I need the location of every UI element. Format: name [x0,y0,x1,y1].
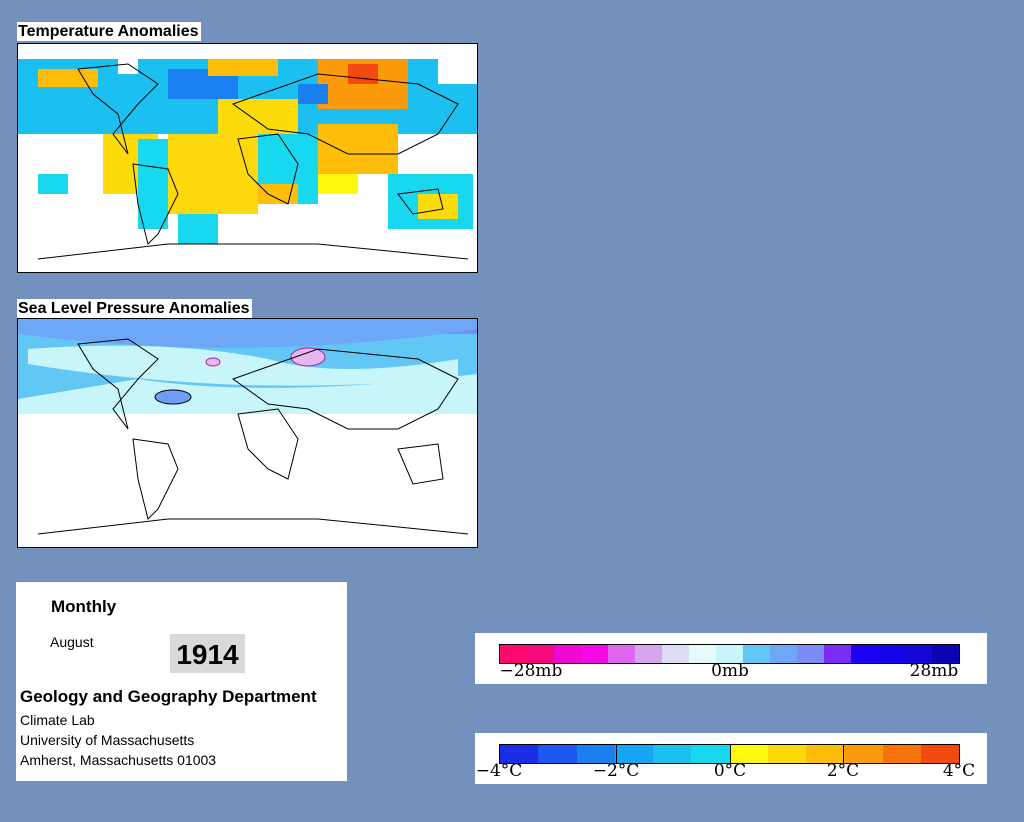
temperature-color-swatch [767,745,806,763]
temperature-tick [730,744,731,764]
pressure-color-swatch [932,645,959,663]
pressure-color-swatch [905,645,932,663]
temperature-legend-label: −4°C [475,761,523,781]
university-name: University of Massachusetts [20,732,195,748]
pressure-color-swatch [797,645,824,663]
lab-name: Climate Lab [20,712,95,728]
temperature-color-bar [499,744,960,764]
period-label: Monthly [51,597,117,616]
temperature-color-swatch [806,745,845,763]
info-panel: Monthly August 1914 Geology and Geograph… [16,582,347,781]
temperature-color-swatch [576,745,615,763]
pressure-map-graphic [18,319,477,547]
temperature-color-swatch [691,745,730,763]
pressure-color-swatch [824,645,851,663]
pressure-color-bar [499,644,960,664]
coastlines [37,63,469,260]
temperature-color-swatch [500,745,539,763]
temperature-map-graphic [18,44,477,272]
temperature-color-swatch [920,745,959,763]
pressure-color-swatch [662,645,689,663]
pressure-color-swatch [635,645,662,663]
pressure-anomaly-contours [18,319,477,547]
temperature-legend-label: 4°C [942,761,976,781]
pressure-color-swatch [770,645,797,663]
temperature-tick [959,744,960,764]
temperature-legend-label: −2°C [592,761,640,781]
temperature-legend: −4°C −2°C 0°C 2°C 4°C [475,733,987,784]
temperature-tick [843,744,844,764]
pressure-color-swatch [689,645,716,663]
pressure-color-swatch [581,645,608,663]
temperature-map-title: Temperature Anomalies [17,22,201,41]
temperature-color-swatch [614,745,653,763]
pressure-legend-max: 28mb [909,661,959,681]
temperature-anomaly-map [17,43,478,273]
temperature-tick [499,744,500,764]
temperature-legend-label: 0°C [713,761,747,781]
pressure-color-swatch [851,645,878,663]
temperature-color-swatch [844,745,883,763]
pressure-map-title: Sea Level Pressure Anomalies [17,299,252,318]
pressure-anomaly-map [17,318,478,548]
year-display: 1914 [170,634,245,673]
pressure-color-swatch [608,645,635,663]
pressure-legend-mid: 0mb [711,661,749,681]
pressure-color-swatch [527,645,554,663]
temperature-tick [616,744,617,764]
coastlines [37,338,469,535]
pressure-color-swatch [554,645,581,663]
department-name: Geology and Geography Department [20,687,317,706]
pressure-color-swatch [716,645,743,663]
pressure-color-swatch [743,645,770,663]
temperature-color-swatch [538,745,577,763]
temperature-color-swatch [729,745,768,763]
temperature-color-swatch [882,745,921,763]
pressure-legend-min: −28mb [499,661,563,681]
pressure-legend: −28mb 0mb 28mb [475,633,987,684]
temperature-color-swatch [653,745,692,763]
month-label: August [50,634,94,650]
temperature-anomaly-cells [18,44,477,272]
pressure-color-swatch [500,645,527,663]
temperature-legend-label: 2°C [826,761,860,781]
pressure-color-swatch [878,645,905,663]
address: Amherst, Massachusetts 01003 [20,752,217,768]
